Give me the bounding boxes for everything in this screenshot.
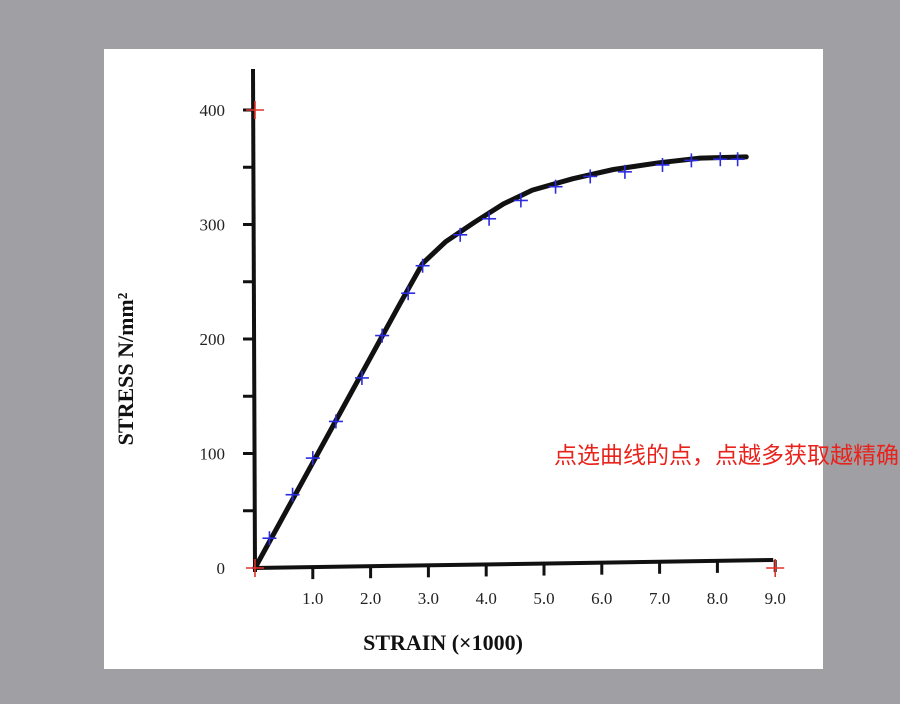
picked-point	[328, 414, 343, 429]
x-tick-label: 8.0	[707, 589, 728, 608]
y-tick-label: 0	[217, 559, 226, 578]
picked-point	[617, 164, 632, 179]
x-tick-label: 2.0	[360, 589, 381, 608]
picked-point	[548, 179, 563, 194]
picked-points	[262, 152, 745, 546]
picked-point	[513, 193, 528, 208]
y-tick-label: 100	[200, 445, 226, 464]
stress-strain-chart: 0 100 200 300 400 1.0 2.0 3.0 4.0 5.0 6.0 7.0 8.0 9.0…	[113, 68, 786, 655]
stress-strain-curve	[252, 154, 749, 571]
axes	[251, 68, 774, 573]
picked-point	[730, 152, 745, 167]
picked-point	[262, 531, 277, 546]
y-tick-label: 200	[200, 330, 226, 349]
tick-labels: 0 100 200 300 400 1.0 2.0 3.0 4.0 5.0 6.0 7.0 8.0 9.0	[200, 101, 786, 608]
x-tick-label: 7.0	[649, 589, 670, 608]
picked-point	[401, 286, 416, 301]
x-axis-title: STRAIN (×1000)	[363, 630, 523, 655]
x-tick-label: 9.0	[765, 589, 786, 608]
annotation-text: 点选曲线的点，点越多获取越精确	[554, 443, 899, 469]
calibration-point	[246, 101, 264, 119]
picked-point	[415, 258, 430, 273]
x-tick-label: 5.0	[533, 589, 554, 608]
y-tick-label: 400	[200, 101, 226, 120]
x-tick-label: 4.0	[476, 589, 497, 608]
picked-point	[354, 370, 369, 385]
y-tick-label: 300	[200, 216, 226, 235]
y-axis-line	[251, 68, 257, 573]
y-axis-title: STRESS N/mm²	[113, 292, 138, 445]
picked-point	[305, 451, 320, 466]
picked-point	[375, 328, 390, 343]
picked-point	[655, 157, 670, 172]
picked-point	[453, 227, 468, 242]
calibration-point	[766, 559, 785, 577]
calibration-point	[246, 559, 264, 577]
x-tick-label: 3.0	[418, 589, 439, 608]
x-axis-line	[252, 558, 774, 570]
picked-point	[713, 152, 728, 167]
chart-panel: 0 100 200 300 400 1.0 2.0 3.0 4.0 5.0 6.0 7.0 8.0 9.0…	[104, 49, 899, 669]
x-tick-label: 1.0	[302, 589, 323, 608]
picked-point	[482, 211, 497, 226]
x-tick-label: 6.0	[591, 589, 612, 608]
picked-point	[583, 169, 598, 184]
ticks	[243, 108, 777, 580]
picked-point	[684, 153, 699, 168]
calibration-points	[246, 101, 785, 577]
picked-point	[285, 487, 300, 502]
